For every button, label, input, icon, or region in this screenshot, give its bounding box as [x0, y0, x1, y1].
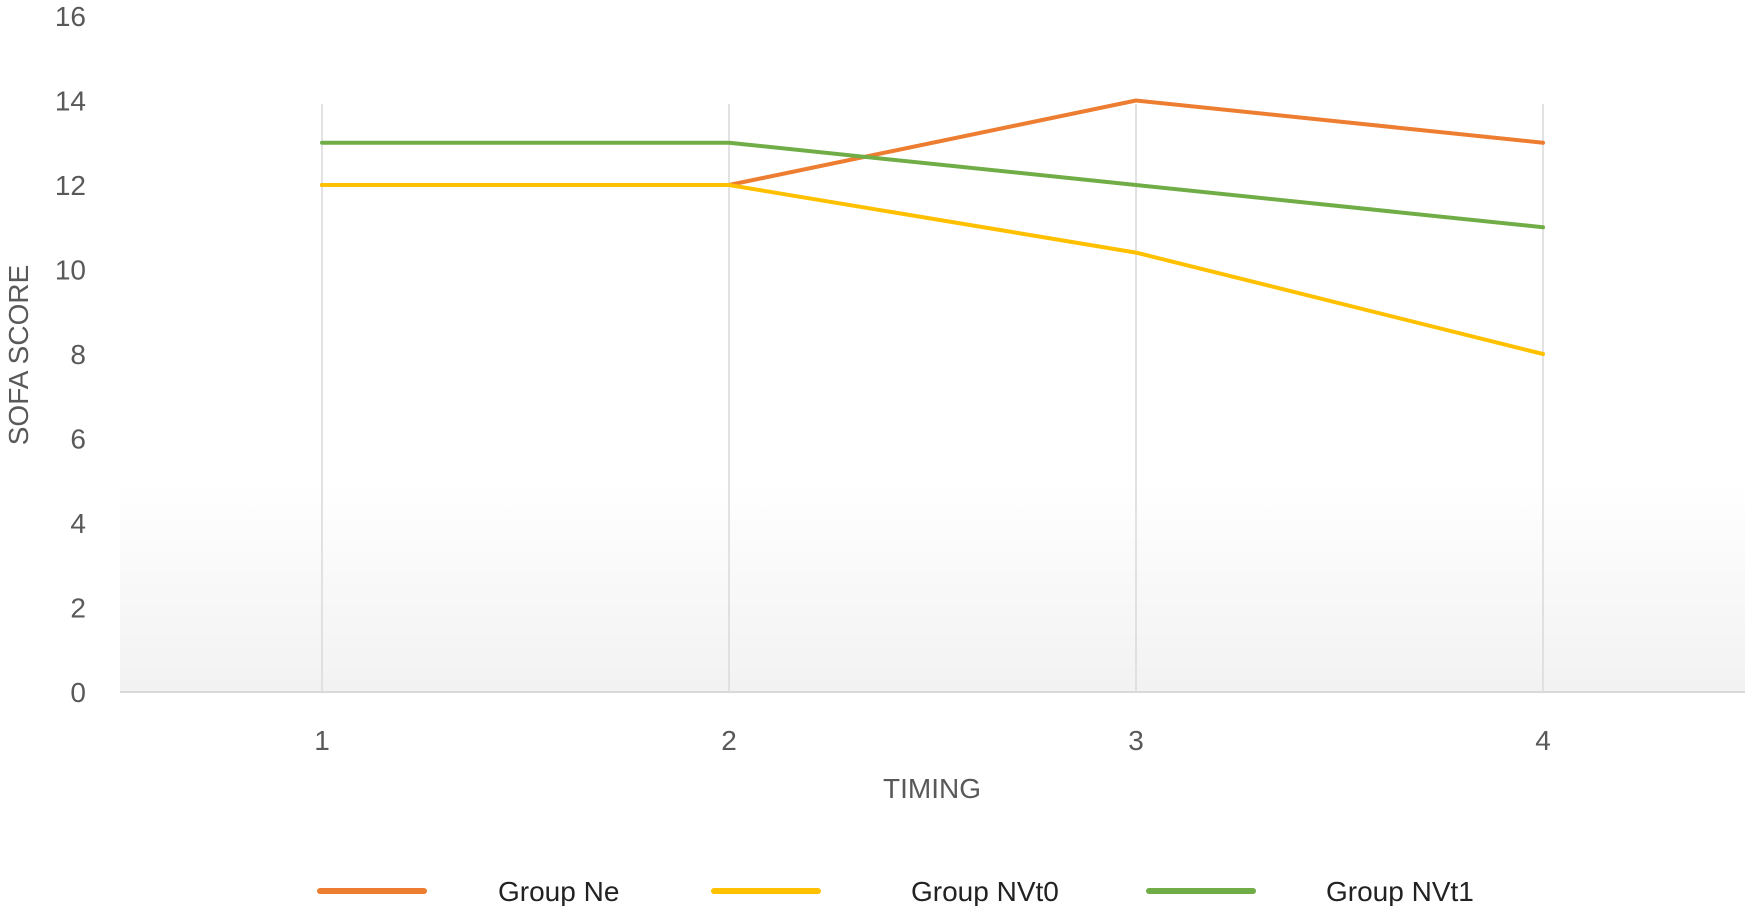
- x-tick-label-1: 1: [314, 725, 330, 756]
- x-tick-label-3: 3: [1128, 725, 1144, 756]
- y-tick-label-16: 16: [55, 1, 86, 32]
- series-lines: [320, 98, 1545, 356]
- gridlines: [321, 104, 1544, 692]
- series-line-group-nvt1: [320, 140, 1545, 230]
- x-axis-title: TIMING: [883, 773, 981, 804]
- x-tick-labels: 1 2 3 4: [314, 725, 1551, 756]
- y-tick-label-6: 6: [70, 424, 86, 455]
- y-axis-title: SOFA SCORE: [3, 265, 34, 446]
- y-tick-label-0: 0: [70, 677, 86, 708]
- y-tick-label-12: 12: [55, 170, 86, 201]
- x-tick-label-4: 4: [1535, 725, 1551, 756]
- legend-label-group-nvt0: Group NVt0: [911, 876, 1059, 906]
- legend-label-group-nvt1: Group NVt1: [1326, 876, 1474, 906]
- y-tick-label-2: 2: [70, 593, 86, 624]
- plot-background: [120, 480, 1745, 692]
- x-tick-label-2: 2: [721, 725, 737, 756]
- y-tick-label-14: 14: [55, 86, 86, 117]
- legend: Group Ne Group NVt0 Group NVt1: [317, 876, 1474, 906]
- series-line-group-nvt0: [320, 183, 1545, 356]
- legend-label-group-ne: Group Ne: [498, 876, 619, 906]
- y-tick-label-10: 10: [55, 255, 86, 286]
- y-tick-label-4: 4: [70, 508, 86, 539]
- y-tick-label-8: 8: [70, 339, 86, 370]
- y-tick-labels: 0 2 4 6 8 10 12 14 16: [55, 1, 86, 708]
